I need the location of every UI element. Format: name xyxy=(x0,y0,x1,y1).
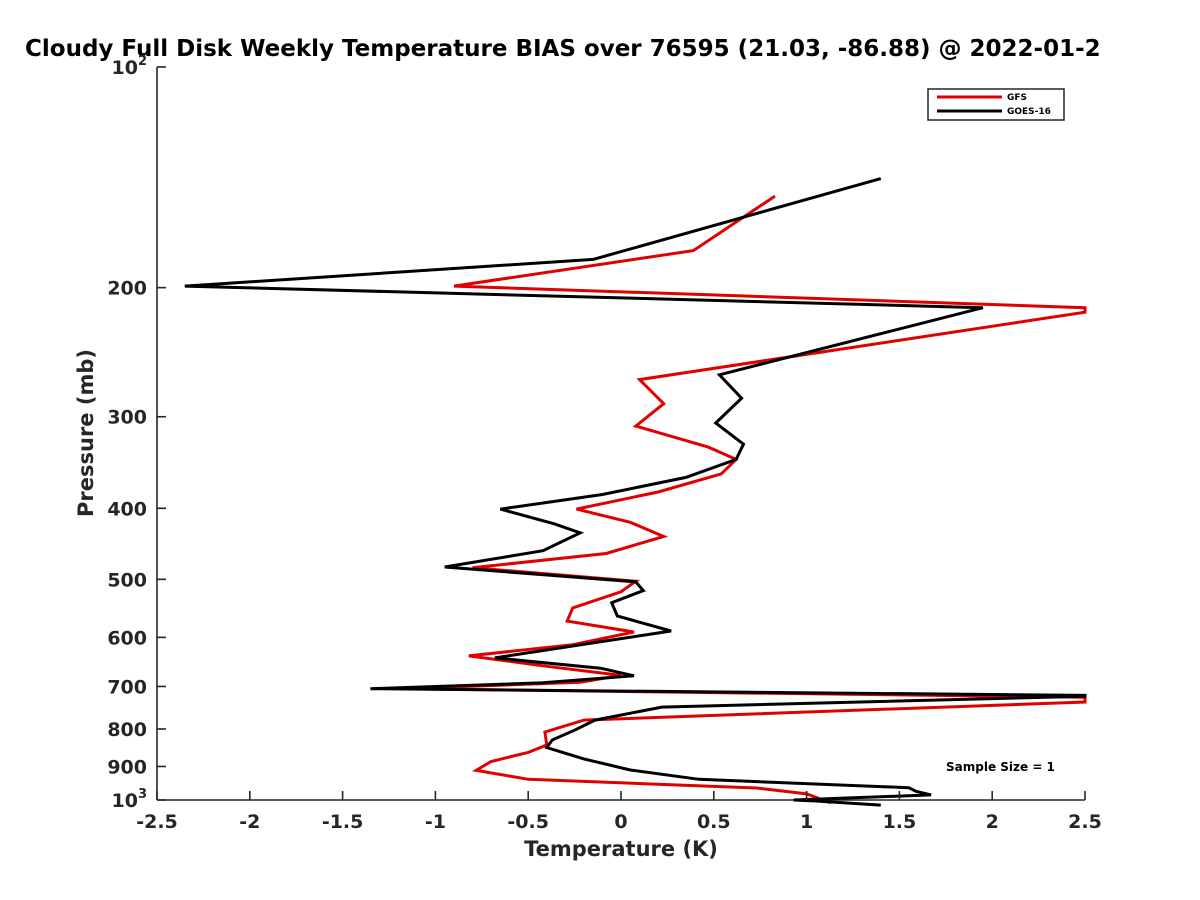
x-tick-label: -2.5 xyxy=(136,811,178,833)
series-layer xyxy=(184,177,1087,807)
x-tick-label: 1 xyxy=(800,811,813,833)
chart-title: Cloudy Full Disk Weekly Temperature BIAS… xyxy=(25,36,1101,62)
y-tick-label: 400 xyxy=(107,498,147,520)
y-tick-label: 800 xyxy=(107,719,147,741)
sample-size-annotation: Sample Size = 1 xyxy=(946,760,1055,774)
x-tick-label: -2 xyxy=(239,811,260,833)
y-tick-label: 500 xyxy=(107,569,147,591)
x-tick-label: 0.5 xyxy=(697,811,731,833)
x-tick-label: 0 xyxy=(614,811,627,833)
y-tick-label: 200 xyxy=(107,278,147,300)
legend-label-gfs: GFS xyxy=(1007,93,1027,103)
x-tick-label: 2.5 xyxy=(1068,811,1102,833)
x-tick-label: -1 xyxy=(425,811,446,833)
y-tick-label: 300 xyxy=(107,407,147,429)
x-tick-label: 1.5 xyxy=(883,811,917,833)
x-axis-label: Temperature (K) xyxy=(524,837,718,861)
y-tick-label: 700 xyxy=(107,676,147,698)
y-tick-label: 900 xyxy=(107,756,147,778)
legend: GFS GOES-16 xyxy=(927,88,1065,121)
y-axis-label: Pressure (mb) xyxy=(74,349,98,517)
legend-label-goes-16: GOES-16 xyxy=(1007,107,1051,117)
x-tick-label: -1.5 xyxy=(322,811,364,833)
x-tick-label: 2 xyxy=(986,811,999,833)
y-tick-label: 600 xyxy=(107,627,147,649)
series-line-gfs xyxy=(401,194,1087,805)
legend-box xyxy=(927,88,1065,121)
y-tick-label: 102 xyxy=(112,54,148,79)
y-ticks: 102 200 300 400 500 600 700 800 900 103 xyxy=(107,54,166,812)
series-line-goes-16 xyxy=(184,177,1087,807)
y-tick-label: 103 xyxy=(112,787,148,812)
x-ticks: -2.5 -2 -1.5 -1 -0.5 0 0.5 1 1.5 2 2.5 xyxy=(136,791,1102,833)
x-tick-label: -0.5 xyxy=(507,811,549,833)
